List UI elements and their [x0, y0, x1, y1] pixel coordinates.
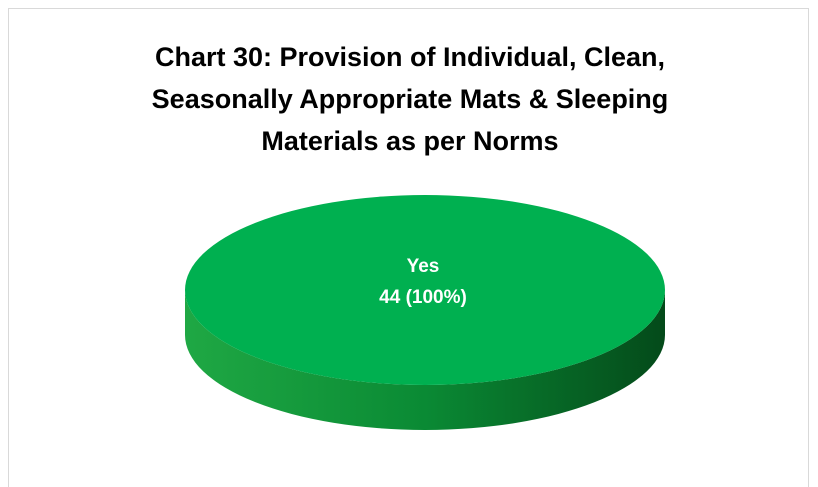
chart-title: Chart 30: Provision of Individual, Clean… [151, 42, 669, 156]
pie-side [185, 290, 665, 430]
pie-slice [185, 195, 665, 385]
data-label-value: 44 (100%) [379, 287, 467, 308]
chart-frame [8, 8, 809, 487]
data-label-category: Yes [407, 256, 440, 277]
